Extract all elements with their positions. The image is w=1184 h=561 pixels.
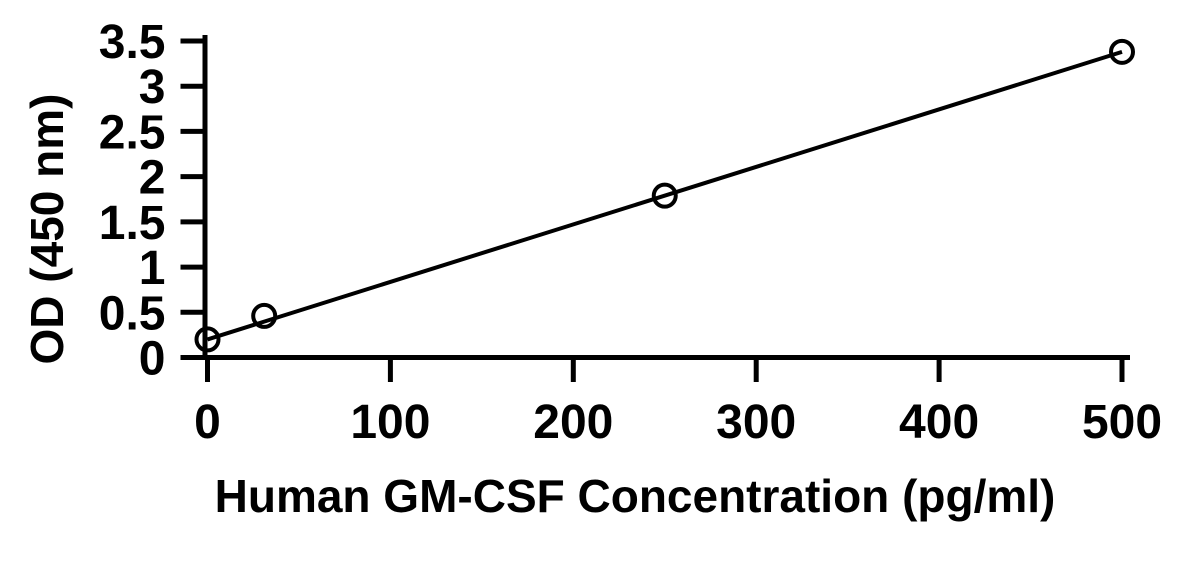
y-tick-label: 0.5 [99, 287, 166, 340]
x-tick-label: 400 [899, 396, 979, 449]
axes [202, 35, 1130, 360]
x-tick-label: 300 [716, 396, 796, 449]
x-tick-label: 200 [533, 396, 613, 449]
y-tick-label: 1 [139, 242, 166, 295]
tick-labels: 00.511.522.533.50 100 200 300 400 500 [99, 16, 1162, 449]
y-tick-label: 0 [139, 333, 166, 386]
tick-marks [180, 38, 1125, 382]
x-tick-label: 100 [350, 396, 430, 449]
y-tick-label: 3.5 [99, 16, 166, 69]
y-tick-label: 3 [139, 61, 166, 114]
x-axis-title: Human GM-CSF Concentration (pg/ml) [215, 470, 1056, 522]
data-point-marker [651, 182, 678, 209]
x-tick-label: 500 [1082, 396, 1162, 449]
trend-line [206, 49, 1123, 342]
y-axis-title: OD (450 nm) [21, 94, 73, 365]
y-tick-label: 1.5 [99, 197, 166, 250]
data-point-marker [251, 302, 278, 329]
x-tick-label: 0 [194, 396, 221, 449]
data-point-marker [1109, 38, 1135, 65]
y-tick-label: 2.5 [99, 106, 166, 159]
data-point-marker [194, 326, 221, 353]
y-tick-label: 2 [139, 152, 166, 205]
data-series [194, 38, 1135, 353]
